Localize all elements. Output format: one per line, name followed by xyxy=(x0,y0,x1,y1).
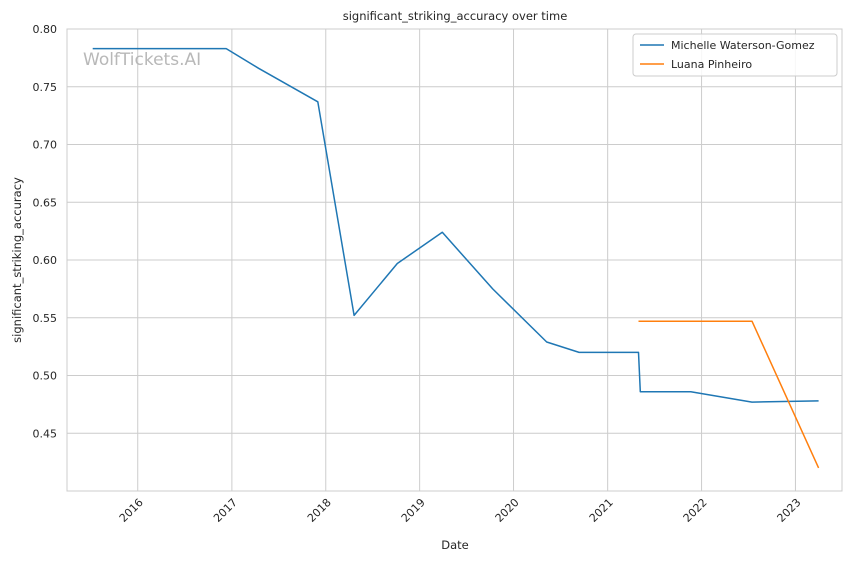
y-axis-title: significant_striking_accuracy xyxy=(10,177,24,343)
x-tick-label: 2019 xyxy=(399,496,428,525)
chart-title: significant_striking_accuracy over time xyxy=(343,9,568,23)
watermark: WolfTickets.AI xyxy=(83,50,201,70)
x-axis-title: Date xyxy=(441,538,469,552)
y-tick-label: 0.75 xyxy=(33,81,58,94)
x-tick-label: 2017 xyxy=(211,496,240,525)
x-tick-label: 2023 xyxy=(775,496,804,525)
grid-lines xyxy=(67,28,842,491)
legend-label-luana: Luana Pinheiro xyxy=(671,58,752,71)
x-tick-label: 2018 xyxy=(305,496,334,525)
series-line-michelle-waterson-gomez xyxy=(92,47,819,403)
x-axis-ticks: 2016 2017 2018 2019 2020 2021 2022 2023 xyxy=(117,496,804,525)
legend-box xyxy=(632,33,838,77)
legend-label-michelle: Michelle Waterson-Gomez xyxy=(671,39,815,52)
y-axis-ticks: 0.45 0.50 0.55 0.60 0.65 0.70 0.75 0.80 xyxy=(33,23,58,440)
series-lines xyxy=(92,47,820,469)
y-tick-label: 0.55 xyxy=(33,312,58,325)
y-tick-label: 0.45 xyxy=(33,427,58,440)
legend: Michelle Waterson-Gomez Luana Pinheiro xyxy=(632,33,838,77)
y-tick-label: 0.65 xyxy=(33,196,58,209)
y-tick-label: 0.50 xyxy=(33,370,58,383)
x-tick-label: 2022 xyxy=(681,496,710,525)
y-tick-label: 0.70 xyxy=(33,139,58,152)
x-tick-label: 2020 xyxy=(493,496,522,525)
plot-frame xyxy=(66,28,843,492)
y-tick-label: 0.80 xyxy=(33,23,58,36)
y-tick-label: 0.60 xyxy=(33,254,58,267)
x-tick-label: 2016 xyxy=(117,496,146,525)
x-tick-label: 2021 xyxy=(587,496,616,525)
series-line-luana-pinheiro xyxy=(638,320,820,469)
